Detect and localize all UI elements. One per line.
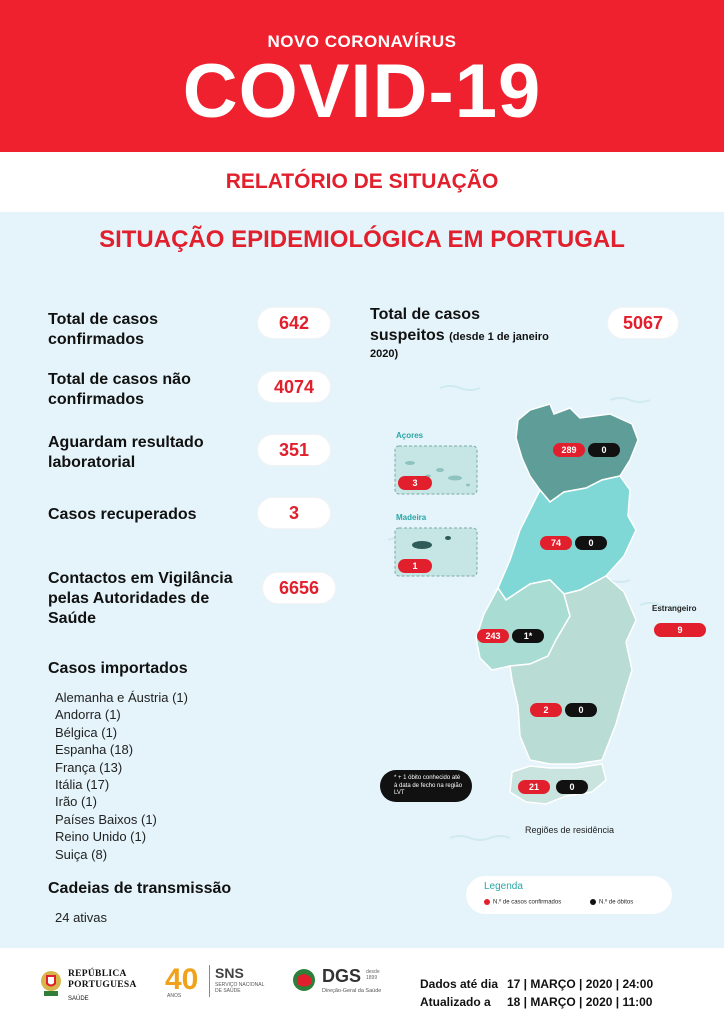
imported-item: Bélgica (1)	[55, 724, 118, 740]
alentejo-deaths: 0	[565, 703, 597, 717]
dgs-name: DGS	[322, 966, 362, 986]
data-value: 17 | MARÇO | 2020 | 24:00	[507, 977, 654, 991]
legend-deaths: N.º de óbitos	[590, 899, 633, 906]
suspected-label-line2: suspeitos	[370, 327, 445, 344]
dgs-logo: DGS desde 1899 Direção-Geral da Saúde	[292, 966, 392, 998]
suspected-value: 5067	[608, 308, 678, 338]
imported-item: Espanha (18)	[55, 742, 134, 758]
not-confirmed-label-line2: confirmados	[48, 391, 145, 408]
lvt-cases: 243	[477, 629, 509, 643]
madeira-island	[412, 541, 432, 549]
not-confirmed-label: Total de casos não confirmados	[48, 370, 191, 410]
data-label: Dados até dia	[420, 977, 499, 991]
imported-item: Irão (1)	[55, 794, 97, 810]
lvt-footnote: * + 1 óbito conhecido até à data de fech…	[380, 770, 472, 802]
report-label: RELATÓRIO DE SITUAÇÃO	[0, 152, 724, 212]
map-caption: Regiões de residência	[525, 825, 615, 835]
chains-value: 24 ativas	[55, 910, 108, 925]
coat-of-arms-icon	[41, 971, 61, 996]
header-banner: NOVO CORONAVÍRUS COVID-19	[0, 0, 724, 152]
recovered-value: 3	[258, 498, 330, 528]
contacts-label-line1: Contactos em Vigilância	[48, 570, 233, 587]
contacts-label-line3: Saúde	[48, 610, 97, 627]
acores-label: Açores	[396, 431, 424, 440]
imported-item: França (13)	[55, 759, 123, 775]
header-subtitle: NOVO CORONAVÍRUS	[267, 32, 457, 51]
black-dot-icon	[590, 899, 596, 905]
rp-line3: SAÚDE	[68, 996, 89, 1002]
sns-line1: SERVIÇO NACIONAL	[215, 982, 265, 988]
sns-anos: ANOS	[167, 993, 182, 999]
imported-list: Alemanha e Áustria (1) Andorra (1) Bélgica…	[55, 689, 188, 863]
republica-portuguesa-logo: REPÚBLICA PORTUGUESA SAÚDE	[40, 968, 140, 1008]
suspected-label-note: (desde 1 de janeiro	[449, 331, 549, 343]
alentejo-cases: 2	[530, 703, 562, 717]
report-dates: Dados até dia 17 | MARÇO | 2020 | 24:00 A…	[420, 975, 653, 1011]
rp-line2: PORTUGUESA	[68, 980, 137, 990]
norte-deaths: 0	[588, 443, 620, 457]
legend-deaths-label: N.º de óbitos	[599, 899, 634, 906]
imported-item: Alemanha e Áustria (1)	[55, 690, 188, 705]
awaiting-label-line1: Aguardam resultado	[48, 434, 204, 451]
legend-box: Legenda N.º de casos confirmados N.º de …	[466, 876, 672, 914]
contacts-label-line2: pelas Autoridades de	[48, 590, 210, 607]
sns-40-badge: 40	[165, 963, 199, 996]
confirmed-label-line2: confirmados	[48, 331, 145, 348]
updated-label: Atualizado a	[420, 995, 491, 1009]
suspected-label: Total de casos suspeitos (desde 1 de jan…	[370, 304, 549, 361]
centro-cases: 74	[540, 536, 572, 550]
acores-islands	[405, 461, 470, 487]
dgs-emblem-icon	[293, 969, 315, 991]
confirmed-label: Total de casos confirmados	[48, 310, 158, 350]
dgs-line: Direção-Geral da Saúde	[322, 988, 382, 994]
not-confirmed-label-line1: Total de casos não	[48, 371, 191, 388]
sns-divider	[209, 965, 210, 997]
rp-line1: REPÚBLICA	[68, 969, 127, 979]
sns-line2: DE SAÚDE	[215, 988, 241, 994]
region-alentejo	[509, 575, 637, 765]
imported-item: Países Baixos (1)	[55, 811, 157, 827]
acores-cases: 3	[398, 476, 432, 490]
contacts-value: 6656	[263, 573, 335, 603]
confirmed-value: 642	[258, 308, 330, 338]
imported-item: Andorra (1)	[55, 707, 121, 723]
sns-name: SNS	[215, 965, 244, 981]
imported-item: Reino Unido (1)	[55, 829, 147, 845]
lvt-deaths: 1*	[512, 629, 544, 643]
footer	[0, 948, 724, 1024]
centro-deaths: 0	[575, 536, 607, 550]
madeira-label: Madeira	[396, 513, 427, 522]
legend-cases: N.º de casos confirmados	[484, 899, 561, 906]
chains-heading: Cadeias de transmissão	[48, 880, 232, 897]
estrangeiro-cases: 9	[654, 623, 706, 637]
dgs-since: desde 1899	[366, 969, 380, 981]
red-dot-icon	[484, 899, 490, 905]
legend-cases-label: N.º de casos confirmados	[493, 899, 562, 906]
imported-item: Suiça (8)	[55, 846, 108, 862]
header-title: COVID-19	[182, 49, 542, 134]
recovered-label: Casos recuperados	[48, 506, 197, 523]
sns-logo: 40 ANOS SNS SERVIÇO NACIONAL DE SAÚDE	[165, 965, 275, 1001]
madeira-cases: 1	[398, 559, 432, 573]
suspected-label-line1: Total de casos	[370, 306, 480, 323]
updated-value: 18 | MARÇO | 2020 | 11:00	[507, 995, 653, 1009]
imported-heading: Casos importados	[48, 660, 188, 677]
algarve-cases: 21	[518, 780, 550, 794]
legend-title: Legenda	[484, 881, 523, 892]
contacts-label: Contactos em Vigilância pelas Autoridade…	[48, 569, 233, 629]
norte-cases: 289	[553, 443, 585, 457]
not-confirmed-value: 4074	[258, 372, 330, 402]
awaiting-label-line2: laboratorial	[48, 454, 136, 471]
estrangeiro-label: Estrangeiro	[652, 604, 697, 613]
awaiting-value: 351	[258, 435, 330, 465]
imported-item: Itália (17)	[55, 777, 110, 793]
confirmed-label-line1: Total de casos	[48, 311, 158, 328]
section-title: SITUAÇÃO EPIDEMIOLÓGICA EM PORTUGAL	[99, 226, 625, 253]
awaiting-label: Aguardam resultado laboratorial	[48, 433, 204, 473]
algarve-deaths: 0	[556, 780, 588, 794]
suspected-label-note2: 2020)	[370, 348, 399, 360]
